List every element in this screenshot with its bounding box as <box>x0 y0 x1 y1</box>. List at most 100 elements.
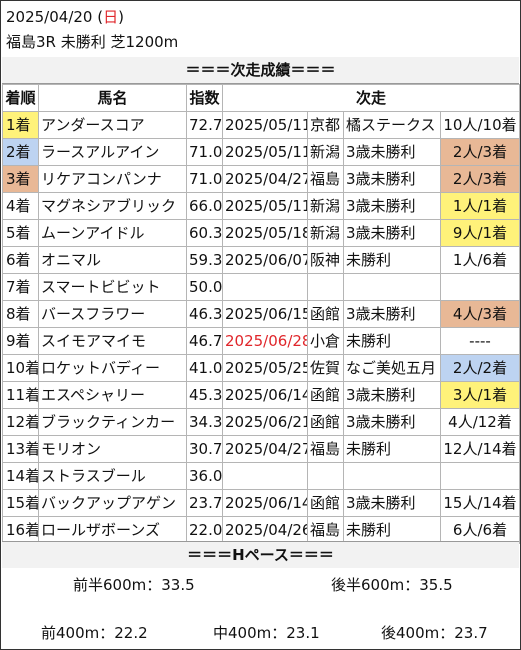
next-result-cell <box>439 273 521 301</box>
table-row: 8着 バースフラワー 46.3 2025/06/15 函館 3歳未勝利 4人/3着 <box>2 300 521 328</box>
table-row: 5着 ムーンアイドル 60.3 2025/05/18 新潟 3歳未勝利 9人/1着 <box>2 219 521 247</box>
next-result-cell: 9人/1着 <box>439 219 521 247</box>
next-track-cell: 函館 <box>307 408 344 436</box>
index-cell: 36.0 <box>186 462 223 490</box>
next-date-cell: 2025/05/25 <box>222 354 308 382</box>
header-row: 着順 馬名 指数 次走 <box>2 84 521 112</box>
next-race-cell: 未勝利 <box>343 435 441 463</box>
pace-second-half: 後半600m：35.5 <box>331 576 453 594</box>
index-cell: 66.0 <box>186 192 223 220</box>
horse-name-cell: ストラスブール <box>38 462 187 490</box>
weekday-open: ( <box>92 8 104 26</box>
index-cell: 46.3 <box>186 300 223 328</box>
next-date-cell: 2025/06/14 <box>222 381 308 409</box>
next-track-cell: 函館 <box>307 300 344 328</box>
next-track-cell <box>307 273 344 301</box>
next-date-cell: 2025/06/21 <box>222 408 308 436</box>
index-cell: 41.0 <box>186 354 223 382</box>
table-row: 12着 ブラックティンカー 34.3 2025/06/21 函館 3歳未勝利 4人/12着 <box>2 408 521 436</box>
table-row: 10着 ロケットバディー 41.0 2025/05/25 佐賀 なご美処五月 2人/2着 <box>2 354 521 382</box>
next-race-cell: 3歳未勝利 <box>343 138 441 166</box>
pos-cell: 4着 <box>2 192 39 220</box>
next-race-cell: 3歳未勝利 <box>343 165 441 193</box>
index-cell: 22.0 <box>186 516 223 544</box>
race-date: 2025/04/20 (日) <box>6 7 124 27</box>
pos-cell: 6着 <box>2 246 39 274</box>
index-cell: 71.0 <box>186 138 223 166</box>
next-track-cell: 新潟 <box>307 138 344 166</box>
horse-name-cell: バースフラワー <box>38 300 187 328</box>
next-result-cell: 2人/3着 <box>439 138 521 166</box>
index-cell: 23.7 <box>186 489 223 517</box>
horse-name-cell: バックアップアゲン <box>38 489 187 517</box>
next-date-cell: 2025/06/28 <box>222 327 308 355</box>
next-result-cell: 2人/2着 <box>439 354 521 382</box>
pos-cell: 10着 <box>2 354 39 382</box>
date-text: 2025/04/20 <box>6 8 93 26</box>
next-track-cell: 福島 <box>307 165 344 193</box>
pace-banner: ＝＝＝Hペース＝＝＝ <box>2 541 519 568</box>
pos-cell: 12着 <box>2 408 39 436</box>
horse-name-cell: アンダースコア <box>38 111 187 139</box>
index-cell: 71.0 <box>186 165 223 193</box>
pos-cell: 3着 <box>2 165 39 193</box>
pos-cell: 9着 <box>2 327 39 355</box>
horse-name-cell: スマートビビット <box>38 273 187 301</box>
next-result-cell: 10人/10着 <box>439 111 521 139</box>
next-track-cell <box>307 462 344 490</box>
next-date-cell: 2025/06/07 <box>222 246 308 274</box>
race-info: 福島3R 未勝利 芝1200m <box>6 33 179 51</box>
next-result-cell: 15人/14着 <box>439 489 521 517</box>
horse-name-cell: ブラックティンカー <box>38 408 187 436</box>
table-row: 16着 ロールザボーンズ 22.0 2025/04/26 福島 未勝利 6人/6着 <box>2 516 521 544</box>
horse-name-cell: スイモアマイモ <box>38 327 187 355</box>
next-track-cell: 阪神 <box>307 246 344 274</box>
next-race-cell: 3歳未勝利 <box>343 219 441 247</box>
results-table: 着順 馬名 指数 次走 1着 アンダースコア 72.7 2025/05/11 京都 橘ステ… <box>2 84 521 544</box>
horse-name-cell: リケアコンパンナ <box>38 165 187 193</box>
next-date-cell: 2025/05/11 <box>222 192 308 220</box>
next-result-cell: 6人/6着 <box>439 516 521 544</box>
next-race-cell <box>343 462 441 490</box>
next-result-cell: 12人/14着 <box>439 435 521 463</box>
table-row: 3着 リケアコンパンナ 71.0 2025/04/27 福島 3歳未勝利 2人/3着 <box>2 165 521 193</box>
results-body: 1着 アンダースコア 72.7 2025/05/11 京都 橘ステークス 10人/10着 2着… <box>2 111 521 544</box>
pace-first-half: 前半600m：33.5 <box>73 576 195 594</box>
next-date-cell: 2025/05/11 <box>222 138 308 166</box>
next-date-cell <box>222 462 308 490</box>
next-result-cell <box>439 462 521 490</box>
pos-cell: 13着 <box>2 435 39 463</box>
next-date-cell: 2025/04/27 <box>222 165 308 193</box>
next-date-cell: 2025/06/14 <box>222 489 308 517</box>
next-race-cell <box>343 273 441 301</box>
next-track-cell: 函館 <box>307 489 344 517</box>
pos-cell: 7着 <box>2 273 39 301</box>
col-pos: 着順 <box>2 84 39 112</box>
next-date-cell: 2025/04/27 <box>222 435 308 463</box>
table-row: 9着 スイモアマイモ 46.7 2025/06/28 小倉 未勝利 ---- <box>2 327 521 355</box>
next-race-cell: 未勝利 <box>343 516 441 544</box>
pace-last-400: 後400m：23.7 <box>381 624 488 642</box>
table-row: 11着 エスペシャリー 45.3 2025/06/14 函館 3歳未勝利 3人/1着 <box>2 381 521 409</box>
next-race-cell: 未勝利 <box>343 246 441 274</box>
next-race-cell: 橘ステークス <box>343 111 441 139</box>
pos-cell: 1着 <box>2 111 39 139</box>
next-track-cell: 新潟 <box>307 192 344 220</box>
next-date-cell: 2025/05/18 <box>222 219 308 247</box>
pos-cell: 2着 <box>2 138 39 166</box>
next-result-cell: 2人/3着 <box>439 165 521 193</box>
next-result-cell: ---- <box>439 327 521 355</box>
horse-name-cell: ムーンアイドル <box>38 219 187 247</box>
next-track-cell: 小倉 <box>307 327 344 355</box>
col-index: 指数 <box>186 84 223 112</box>
pace-middle-400: 中400m：23.1 <box>213 624 320 642</box>
next-track-cell: 福島 <box>307 435 344 463</box>
next-date-cell: 2025/05/11 <box>222 111 308 139</box>
pos-cell: 11着 <box>2 381 39 409</box>
index-cell: 50.0 <box>186 273 223 301</box>
horse-name-cell: モリオン <box>38 435 187 463</box>
horse-name-cell: ロケットバディー <box>38 354 187 382</box>
next-race-cell: 3歳未勝利 <box>343 192 441 220</box>
pos-cell: 5着 <box>2 219 39 247</box>
